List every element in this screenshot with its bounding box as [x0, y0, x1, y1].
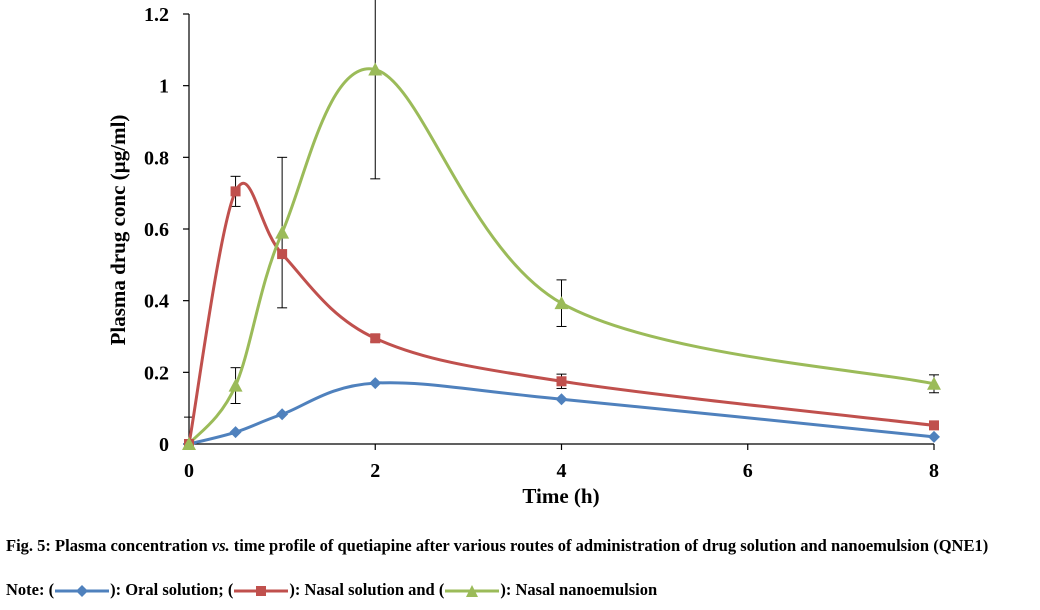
- oral-solution-point: [555, 393, 568, 406]
- x-tick-label: 0: [184, 460, 194, 482]
- nasal-solution-line: [187, 181, 935, 445]
- oral-solution-line: [188, 381, 935, 446]
- tick-labels: 0 0.2 0.4 0.6 0.8 1 1.2 0 2 4 6 8: [144, 4, 939, 482]
- note-oral-solution: ): Oral solution; (: [110, 580, 234, 599]
- chart: 0 0.2 0.4 0.6 0.8 1 1.2 0 2 4 6 8 Time (h) Plasma d…: [106, 0, 941, 508]
- x-tick-label: 4: [557, 460, 567, 482]
- x-tick-label: 6: [743, 460, 753, 482]
- nasal-nanoemulsion-point: [368, 62, 383, 76]
- nasal-nanoemulsion-point: [228, 378, 243, 392]
- series-markers: [182, 62, 941, 450]
- nasal-nanoemulsion-point: [182, 437, 196, 450]
- oral-solution-point: [276, 408, 289, 421]
- x-tick-label: 2: [370, 460, 380, 482]
- y-tick-label: 0.4: [144, 291, 169, 313]
- caption-prefix: Fig. 5: Plasma concentration: [6, 536, 212, 555]
- oral-solution-point: [229, 426, 242, 439]
- caption-italic: vs.: [211, 536, 230, 555]
- y-tick-label: 0.2: [144, 362, 169, 384]
- y-tick-label: 1.2: [144, 4, 169, 26]
- oral-solution-point: [928, 430, 940, 443]
- caption-rest: time profile of quetiapine after various…: [229, 536, 989, 555]
- nasal-nanoemulsion-swatch: [445, 585, 500, 598]
- nasal-nanoemulsion-point: [554, 296, 569, 310]
- y-tick-label: 1: [159, 76, 169, 98]
- x-tick-label: 8: [929, 460, 939, 482]
- y-tick-label: 0: [159, 434, 169, 456]
- note-nasal-nanoemulsion: ): Nasal nanoemulsion: [500, 580, 658, 599]
- nasal-solution-point: [277, 249, 288, 260]
- nasal-solution-point: [556, 376, 567, 387]
- x-axis-label: Time (h): [522, 484, 599, 508]
- nasal-solution-point: [370, 333, 381, 344]
- y-tick-label: 0.8: [144, 147, 169, 169]
- note-nasal-solution: ): Nasal solution and (: [289, 580, 445, 599]
- nasal-solution-point: [929, 420, 939, 431]
- nasal-nanoemulsion-point: [927, 376, 941, 390]
- note-label: Note: (: [6, 580, 55, 599]
- nasal-nanoemulsion-point: [275, 225, 290, 239]
- y-tick-label: 0.6: [144, 219, 169, 241]
- y-axis-label: Plasma drug conc (µg/ml): [106, 115, 130, 346]
- figure-caption: Fig. 5: Plasma concentration vs. time pr…: [6, 536, 1036, 556]
- nasal-solution-point: [230, 186, 241, 197]
- nasal-solution-swatch: [234, 586, 289, 597]
- legend-note: Note: ( ): Oral solution; ( ): Nasal solut…: [6, 580, 1036, 600]
- axes: [183, 13, 935, 450]
- oral-solution-point: [369, 377, 382, 390]
- oral-solution-swatch: [55, 585, 110, 598]
